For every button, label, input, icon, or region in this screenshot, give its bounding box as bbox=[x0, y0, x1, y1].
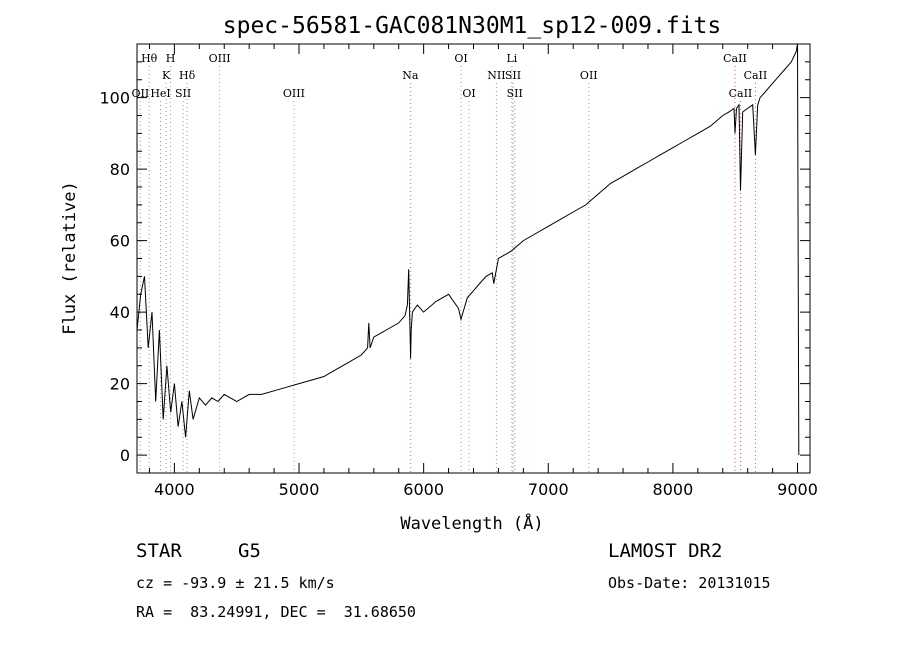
x-axis: 4000 5000 6000 7000 8000 9000 bbox=[148, 44, 818, 499]
x-tick-label: 7000 bbox=[528, 480, 569, 499]
line-label: SII bbox=[505, 69, 521, 82]
line-label: Li bbox=[506, 52, 517, 65]
line-label: Hδ bbox=[179, 69, 196, 82]
x-tick-label: 4000 bbox=[154, 480, 195, 499]
line-markers bbox=[139, 66, 756, 473]
coordinates-text: RA = 83.24991, DEC = 31.68650 bbox=[136, 603, 416, 621]
y-tick-label: 0 bbox=[120, 446, 130, 465]
y-axis: 0 20 40 60 80 100 bbox=[99, 61, 810, 465]
line-label: Na bbox=[402, 69, 419, 82]
line-label: HeI bbox=[150, 87, 170, 100]
line-label: OII bbox=[132, 87, 150, 100]
line-label: CaII bbox=[723, 52, 747, 65]
x-tick-label: 5000 bbox=[279, 480, 320, 499]
line-label: OIII bbox=[209, 52, 231, 65]
y-tick-label: 60 bbox=[110, 232, 130, 251]
line-label: SII bbox=[507, 87, 523, 100]
data-release: LAMOST DR2 bbox=[608, 540, 723, 562]
chart-title: spec-56581-GAC081N30M1_sp12-009.fits bbox=[223, 13, 722, 39]
line-label: CaII bbox=[744, 69, 768, 82]
line-label: OII bbox=[580, 69, 598, 82]
line-label: H bbox=[166, 52, 176, 65]
object-class: STAR bbox=[136, 540, 182, 562]
line-label: K bbox=[162, 69, 171, 82]
plot-frame bbox=[136, 43, 811, 474]
line-label: OIII bbox=[283, 87, 305, 100]
line-label: SII bbox=[175, 87, 191, 100]
line-label: OI bbox=[454, 52, 467, 65]
x-tick-label: 8000 bbox=[653, 480, 694, 499]
line-label: OI bbox=[462, 87, 475, 100]
redshift-text: cz = -93.9 ± 21.5 km/s bbox=[136, 574, 335, 592]
y-tick-label: 80 bbox=[110, 160, 130, 179]
line-label: CaII bbox=[729, 87, 753, 100]
y-tick-label: 100 bbox=[99, 89, 130, 108]
spectrum-line bbox=[136, 43, 800, 456]
y-axis-label: Flux (relative) bbox=[60, 181, 80, 335]
line-label: Hθ bbox=[141, 52, 158, 65]
y-tick-label: 20 bbox=[110, 375, 130, 394]
observation-date: Obs-Date: 20131015 bbox=[608, 574, 771, 592]
line-label: NII bbox=[487, 69, 505, 82]
x-axis-label: Wavelength (Å) bbox=[400, 512, 543, 534]
y-tick-label: 40 bbox=[110, 303, 130, 322]
x-tick-label: 6000 bbox=[403, 480, 444, 499]
x-tick-label: 9000 bbox=[777, 480, 818, 499]
object-subclass: G5 bbox=[238, 540, 261, 562]
